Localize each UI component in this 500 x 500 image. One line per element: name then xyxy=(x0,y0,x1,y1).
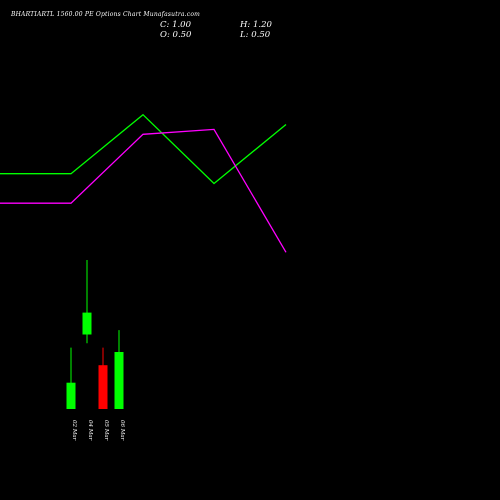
x-tick-label: 05 Mar xyxy=(103,420,109,441)
candle-05-mar xyxy=(98,347,108,409)
candle-body xyxy=(114,352,124,409)
close-value: C: 1.00 xyxy=(160,20,191,30)
candle-body xyxy=(66,382,76,409)
candle-body xyxy=(98,365,108,409)
x-tick-label: 06 Mar xyxy=(119,420,125,441)
x-tick-label: 02 Mar xyxy=(71,420,77,441)
open-value: O: 0.50 xyxy=(160,30,192,40)
candle-06-mar xyxy=(114,330,124,409)
candle-body xyxy=(82,312,92,335)
candle-02-mar xyxy=(66,347,76,409)
x-tick-label: 04 Mar xyxy=(87,420,93,441)
chart-title: BHARTIARTL 1560.00 PE Options Chart Muna… xyxy=(11,11,201,18)
high-value: H: 1.20 xyxy=(240,20,272,30)
candle-04-mar xyxy=(82,260,92,344)
low-value: L: 0.50 xyxy=(240,30,271,40)
